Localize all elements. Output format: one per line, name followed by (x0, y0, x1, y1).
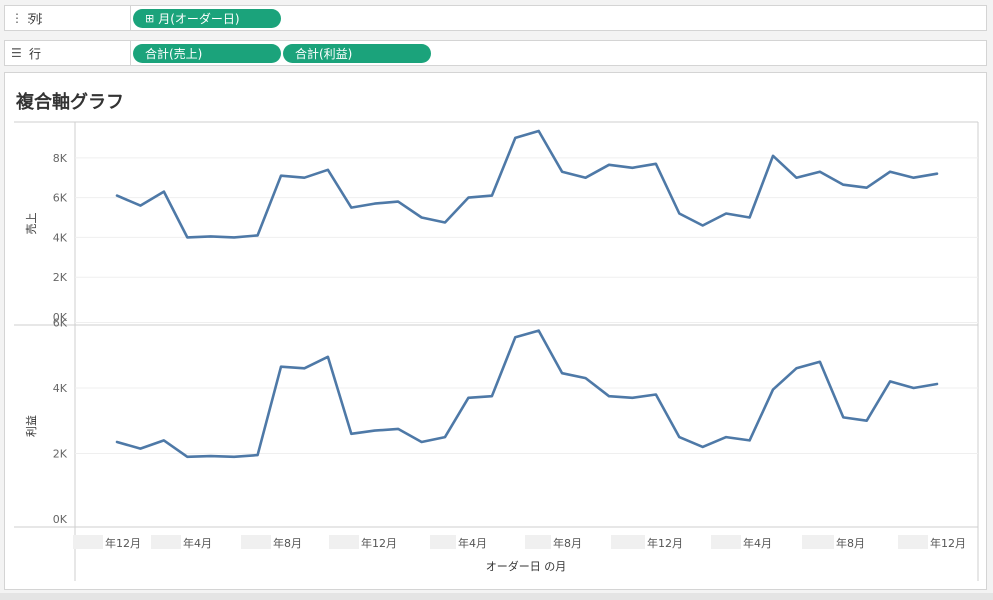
y-tick-label: 0K (53, 513, 68, 526)
x-tick-label: 年8月 (273, 536, 302, 550)
columns-label: 列 (29, 11, 42, 26)
y-tick-label: 0K (53, 311, 68, 324)
rows-icon: ☰ (11, 46, 22, 60)
rows-pill-sales-label: 合計(売上) (145, 47, 203, 61)
y-tick-label: 6K (53, 192, 68, 205)
rows-label: 行 (29, 46, 42, 61)
x-tick-label: 年4月 (458, 536, 487, 550)
y-tick-label: 2K (53, 447, 68, 460)
columns-icon: ⋮⋮⋮ (11, 11, 47, 25)
x-tick-year-mask (73, 535, 103, 549)
x-tick-year-mask (802, 535, 834, 549)
x-tick-year-mask (151, 535, 181, 549)
y-tick-label: 4K (53, 382, 68, 395)
worksheet: 複合軸グラフ 0K 2K 4K 6K 8K 売上 0K 2K 4K 6K 利益年12月 年4月 年8月 年… (4, 72, 987, 590)
y-tick-label: 2K (53, 271, 68, 284)
x-tick-year-mask (430, 535, 456, 549)
x-tick-label: 年8月 (553, 536, 582, 550)
x-tick-label: 年8月 (836, 536, 865, 550)
sheet-title: 複合軸グラフ (16, 92, 124, 113)
x-tick-year-mask (898, 535, 928, 549)
rows-pill-sales[interactable]: 合計(売上) (133, 44, 281, 63)
columns-pill-label: 月(オーダー日) (158, 12, 240, 26)
x-tick-label: 年4月 (743, 536, 772, 550)
x-tick-label: 年12月 (930, 536, 966, 550)
y-tick-label: 4K (53, 231, 68, 244)
y-tick-label: 8K (53, 152, 68, 165)
series-line-profit (115, 329, 939, 459)
bottom-tab-strip (0, 593, 993, 600)
rows-shelf: ☰ 行 合計(売上) 合計(利益) (4, 40, 987, 66)
rows-shelf-label: ☰ 行 (5, 41, 131, 65)
x-tick-label: 年12月 (647, 536, 683, 550)
y-tick-label: 6K (53, 316, 68, 329)
y-axis-title: 利益 (24, 415, 38, 437)
rows-pill-profit-label: 合計(利益) (295, 47, 353, 61)
expand-plus-icon[interactable]: ⊞ (145, 12, 155, 25)
x-tick-year-mask (241, 535, 271, 549)
x-tick-label: 年12月 (105, 536, 141, 550)
x-axis-title: オーダー日 の月 (486, 559, 567, 573)
series-line-sales (115, 129, 939, 239)
columns-shelf-label: ⋮⋮⋮ 列 (5, 6, 131, 30)
x-tick-year-mask (611, 535, 645, 549)
x-tick-year-mask (525, 535, 551, 549)
x-tick-label: 年12月 (361, 536, 397, 550)
x-tick-label: 年4月 (183, 536, 212, 550)
x-tick-year-mask (329, 535, 359, 549)
rows-pill-profit[interactable]: 合計(利益) (283, 44, 431, 63)
y-axis-title: 売上 (25, 213, 38, 235)
columns-pill-month[interactable]: ⊞ 月(オーダー日) (133, 9, 281, 28)
columns-shelf: ⋮⋮⋮ 列 ⊞ 月(オーダー日) (4, 5, 987, 31)
x-tick-year-mask (711, 535, 741, 549)
